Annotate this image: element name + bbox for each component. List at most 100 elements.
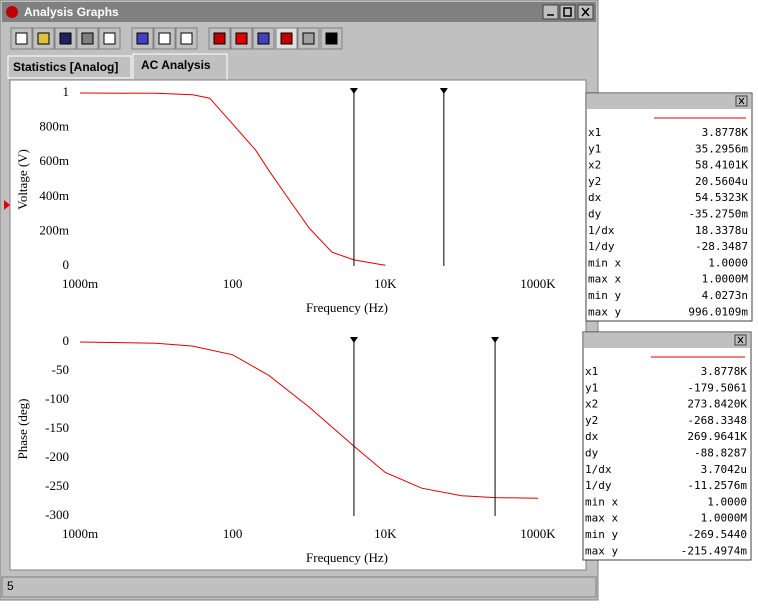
y-tick-label: -100 [45, 391, 69, 406]
graph-panel [9, 79, 587, 571]
close-glyph [738, 97, 745, 105]
y-tick-label: 200m [39, 222, 69, 237]
readout-key: dx [588, 191, 602, 204]
minimize-button[interactable] [542, 4, 559, 20]
toolbar-icon [136, 32, 149, 45]
tab-label[interactable]: AC Analysis [141, 58, 211, 72]
readout-key: y1 [585, 381, 598, 394]
readout-key: dy [588, 208, 602, 221]
toolbar-icon [15, 32, 28, 45]
readout-key: dy [585, 447, 599, 460]
x-tick-label: 100 [223, 526, 243, 541]
y-tick-label: 400m [39, 188, 69, 203]
readout-value: -179.5061 [687, 381, 747, 394]
tab-active[interactable] [132, 53, 228, 81]
status-text: 5 [7, 579, 14, 593]
toolbar-icon [81, 32, 94, 45]
readout-panel [582, 331, 752, 561]
cursor-handle [439, 88, 448, 94]
y-tick-label: -200 [45, 449, 69, 464]
readout-key: x2 [585, 398, 598, 411]
y-axis-label: Phase (deg) [15, 398, 30, 459]
y-axis-label: Voltage (V) [15, 149, 30, 210]
readout-value: -35.2750m [688, 208, 748, 221]
readout-value: -215.4974m [681, 544, 748, 557]
toolbar-icon [158, 32, 171, 45]
tab[interactable] [7, 55, 132, 79]
x-axis-label: Frequency (Hz) [306, 550, 388, 565]
readout-value: 3.8778K [701, 365, 748, 378]
readout-value: 35.2956m [695, 142, 748, 155]
trace [79, 341, 539, 499]
readout-key: min x [588, 256, 621, 269]
x-tick-label: 100 [223, 276, 243, 291]
readout-key: y2 [585, 414, 598, 427]
readout-key: max x [588, 273, 621, 286]
y-tick-label: 0 [63, 333, 70, 348]
readout-value: 269.9641K [687, 430, 747, 443]
readout-key: max y [585, 544, 618, 557]
readout-key: y1 [588, 142, 601, 155]
y-tick-label: 0 [63, 257, 70, 272]
tab-label[interactable]: Statistics [Analog] [13, 60, 118, 74]
title-bar [2, 2, 596, 22]
toolbar-icon [325, 32, 338, 45]
readout-value: 1.0000M [702, 273, 749, 286]
cursor-handle [491, 337, 500, 343]
toolbar-icon [59, 32, 72, 45]
toolbar-icon [37, 32, 50, 45]
maximize-button[interactable] [559, 4, 576, 20]
x-axis-label: Frequency (Hz) [306, 300, 388, 315]
readout-value: -269.5440 [687, 528, 747, 541]
readout-title-bar [587, 94, 751, 109]
readout-value: 273.8420K [687, 398, 747, 411]
toolbar-icon [257, 32, 270, 45]
cursor-handle [349, 88, 358, 94]
x-tick-label: 1000m [62, 526, 98, 541]
toolbar-icon [302, 32, 315, 45]
readout-value: 20.5604u [695, 175, 748, 188]
readout-value: 4.0273n [702, 289, 748, 302]
readout-key: 1/dx [588, 224, 615, 237]
readout-value: 1.0000M [701, 512, 748, 525]
toolbar-icon [280, 32, 293, 45]
readout-value: -268.3348 [687, 414, 747, 427]
window-buttons [542, 4, 594, 20]
status-bar [1, 576, 597, 598]
readout-value: 3.7042u [701, 463, 747, 476]
x-tick-label: 10K [374, 526, 397, 541]
readout-key: min y [588, 289, 621, 302]
x-tick-label: 1000m [62, 276, 98, 291]
x-tick-label: 10K [374, 276, 397, 291]
cursor-handle [349, 337, 358, 343]
readout-value: -88.8287 [694, 447, 747, 460]
readout-key: y2 [588, 175, 601, 188]
trace-marker [4, 200, 10, 210]
readout-panel [585, 92, 753, 322]
readout-title-bar [584, 333, 750, 348]
readout-key: 1/dx [585, 463, 612, 476]
readout-key: 1/dy [588, 240, 615, 253]
toolbar-icon [213, 32, 226, 45]
window-title: Analysis Graphs [24, 5, 119, 19]
readout-key: min x [585, 495, 618, 508]
close-glyph [737, 336, 744, 344]
y-tick-label: -250 [45, 478, 69, 493]
y-tick-label: 1 [63, 84, 70, 99]
readout-key: dx [585, 430, 599, 443]
readout-key: x2 [588, 159, 601, 172]
readout-value: -11.2576m [687, 479, 747, 492]
readout-key: x1 [585, 365, 598, 378]
readout-key: max x [585, 512, 618, 525]
readout-key: x1 [588, 126, 601, 139]
y-tick-label: -150 [45, 420, 69, 435]
app-icon [6, 6, 18, 18]
readout-value: 3.8778K [702, 126, 749, 139]
toolbar [10, 27, 343, 50]
readout-value: 1.0000 [707, 495, 747, 508]
readout-key: 1/dy [585, 479, 612, 492]
toolbar-icon [180, 32, 193, 45]
readout-value: 1.0000 [708, 256, 748, 269]
y-tick-label: -50 [52, 362, 69, 377]
